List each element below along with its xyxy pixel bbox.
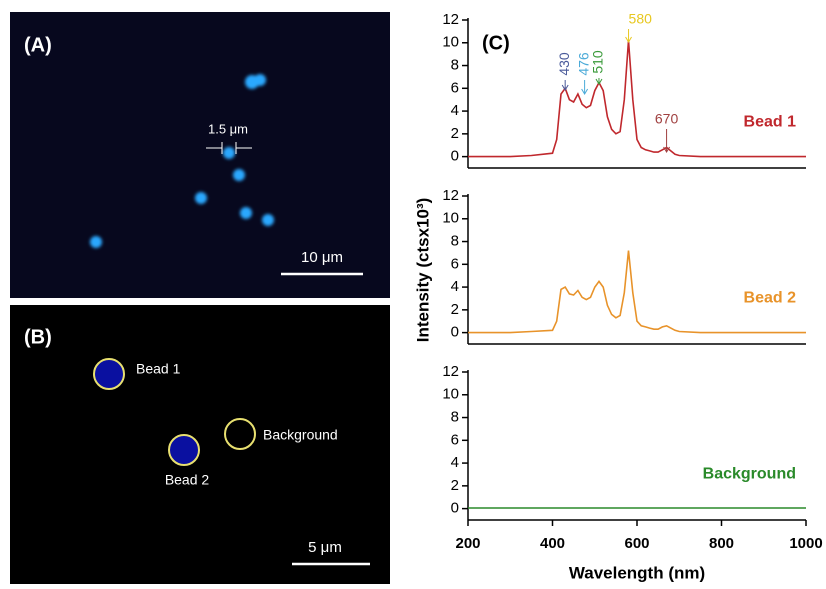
y-tick-label: 6 — [451, 431, 459, 448]
peak-label: 430 — [556, 52, 572, 76]
y-tick-label: 6 — [451, 79, 459, 96]
y-tick-label: 8 — [451, 233, 459, 250]
size-label: 1.5 μm — [208, 121, 248, 136]
roi-label: Background — [263, 427, 338, 443]
bead-roi — [94, 359, 124, 389]
series-label: Bead 1 — [744, 114, 797, 131]
x-tick-label: 800 — [709, 535, 734, 552]
y-tick-label: 2 — [451, 301, 459, 318]
y-tick-label: 10 — [442, 210, 459, 227]
y-tick-label: 0 — [451, 324, 459, 341]
y-tick-label: 10 — [442, 34, 459, 51]
x-tick-label: 600 — [624, 535, 649, 552]
panel-label: (B) — [24, 326, 52, 348]
y-tick-label: 0 — [451, 500, 459, 517]
y-tick-label: 2 — [451, 477, 459, 494]
x-tick-label: 400 — [540, 535, 565, 552]
y-tick-label: 8 — [451, 409, 459, 426]
y-tick-label: 12 — [442, 11, 459, 28]
roi-label: Bead 2 — [165, 472, 210, 488]
series-label: Background — [703, 466, 796, 483]
y-tick-label: 12 — [442, 363, 459, 380]
y-tick-label: 4 — [451, 278, 459, 295]
roi-label: Bead 1 — [136, 361, 181, 377]
y-tick-label: 0 — [451, 148, 459, 165]
x-tick-label: 1000 — [789, 535, 822, 552]
y-tick-label: 4 — [451, 102, 459, 119]
series-label: Bead 2 — [744, 290, 797, 307]
panel-label: (A) — [24, 34, 52, 56]
y-tick-label: 12 — [442, 187, 459, 204]
peak-label: 510 — [590, 50, 606, 74]
x-tick-label: 200 — [455, 535, 480, 552]
spectrum-line — [468, 41, 806, 157]
y-tick-label: 2 — [451, 125, 459, 142]
panel-label: (C) — [482, 32, 510, 54]
y-tick-label: 4 — [451, 454, 459, 471]
scale-bar-label: 5 μm — [308, 539, 342, 556]
peak-label: 580 — [629, 11, 653, 27]
y-tick-label: 10 — [442, 386, 459, 403]
scale-bar-label: 10 μm — [301, 249, 343, 266]
peak-label: 670 — [655, 111, 679, 127]
y-tick-label: 8 — [451, 57, 459, 74]
figure: (A) 1.5 μm 10 μm (B) Bead 1 Bead 2 Backg… — [0, 0, 826, 584]
bead-roi — [169, 435, 199, 465]
y-tick-label: 6 — [451, 255, 459, 272]
x-axis-label: Wavelength (nm) — [569, 563, 705, 582]
y-axis-label: Intensity (ctsx10³) — [413, 198, 432, 343]
